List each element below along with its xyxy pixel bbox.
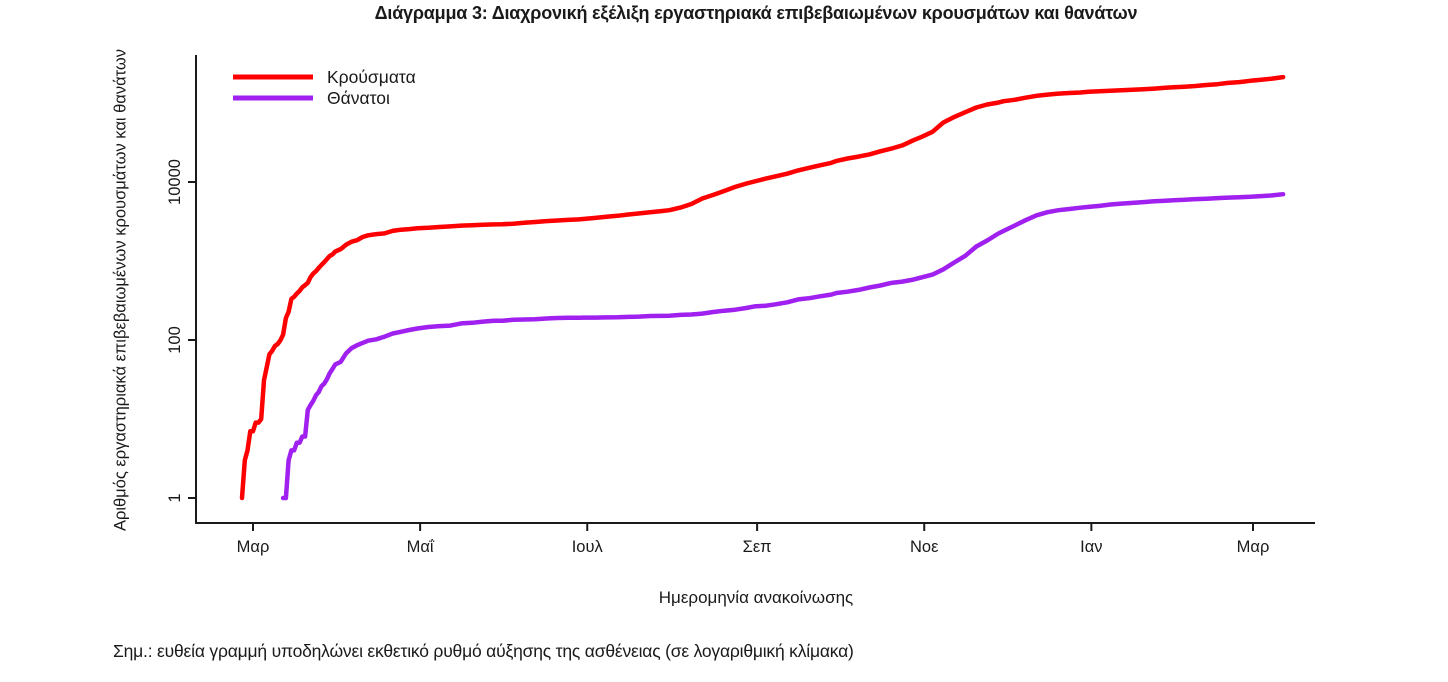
x-tick-label: Ιουλ bbox=[572, 538, 604, 556]
y-tick-label: 1 bbox=[166, 493, 184, 502]
footnote: Σημ.: ευθεία γραμμή υποδηλώνει εκθετικό … bbox=[113, 641, 854, 661]
x-tick-label: Μαΐ bbox=[407, 538, 435, 556]
y-tick-label: 100 bbox=[166, 326, 184, 354]
x-tick-label: Σεπ bbox=[743, 538, 772, 556]
x-tick-label: Ιαν bbox=[1080, 538, 1102, 556]
x-axis-label: Ημερομηνία ανακοίνωσης bbox=[658, 588, 854, 607]
cases-line bbox=[239, 74, 1286, 501]
legend-label-deaths: Θάνατοι bbox=[327, 88, 390, 108]
legend-label-cases: Κρούσματα bbox=[327, 67, 416, 87]
x-tick-label: Μαρ bbox=[1237, 538, 1270, 556]
deaths-line bbox=[280, 191, 1286, 501]
x-tick-label: Μαρ bbox=[237, 538, 270, 556]
legend: Κρούσματα Θάνατοι bbox=[233, 67, 416, 108]
series-lines bbox=[239, 74, 1286, 501]
axes: Μαρ Μαΐ Ιουλ Σεπ Νοε Ιαν Μαρ 1 100 10000 bbox=[166, 55, 1315, 556]
chart-title: Διάγραμμα 3: Διαχρονική εξέλιξη εργαστηρ… bbox=[374, 3, 1138, 23]
y-tick-label: 10000 bbox=[166, 159, 184, 205]
x-tick-label: Νοε bbox=[910, 538, 939, 556]
